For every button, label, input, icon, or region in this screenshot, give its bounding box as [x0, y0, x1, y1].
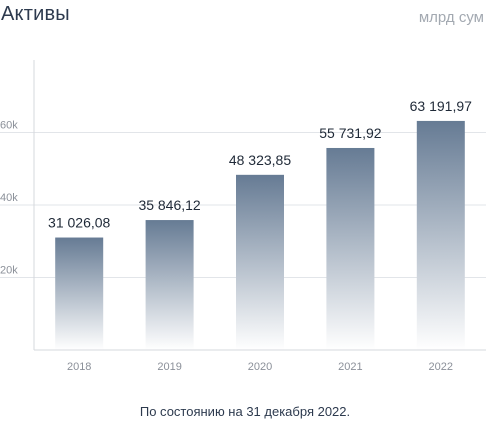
- data-label-2018: 31 026,08: [48, 215, 110, 231]
- bars: [55, 120, 465, 350]
- data-label-2021: 55 731,92: [319, 125, 381, 141]
- data-label-2020: 48 323,85: [229, 152, 291, 168]
- axes: 20k 40k 60k 2018 2019 2020 2021 2022: [0, 60, 486, 373]
- bar-2021: [326, 147, 375, 350]
- bar-2019: [145, 220, 194, 350]
- unit-label: млрд сум: [418, 9, 484, 26]
- footnote: По состоянию на 31 декабря 2022.: [139, 404, 351, 419]
- x-tick-label-2019: 2019: [157, 361, 181, 373]
- y-tick-label: 40k: [0, 192, 18, 204]
- bar-2020: [236, 174, 284, 350]
- x-tick-label-2018: 2018: [67, 361, 91, 373]
- x-tick-label-2022: 2022: [429, 361, 453, 373]
- x-tick-label-2021: 2021: [338, 361, 362, 373]
- data-label-2022: 63 191,97: [410, 98, 472, 114]
- chart-title: Активы: [1, 3, 70, 25]
- bar-2022: [416, 120, 465, 350]
- x-tick-label-2020: 2020: [248, 361, 272, 373]
- bar-2018: [55, 237, 104, 350]
- data-labels: 31 026,08 35 846,12 48 323,85 55 731,92 63 1…: [48, 98, 472, 231]
- y-tick-label: 20k: [0, 265, 18, 277]
- data-label-2019: 35 846,12: [138, 197, 200, 213]
- y-tick-label: 60k: [0, 120, 18, 132]
